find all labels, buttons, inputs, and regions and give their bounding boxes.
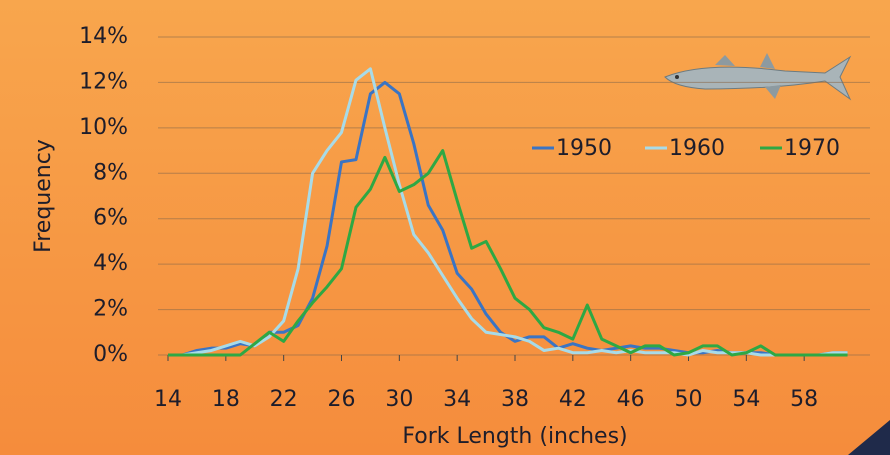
x-tick-label: 22 (270, 387, 298, 412)
y-tick-label: 4% (93, 251, 128, 276)
x-tick-label: 14 (154, 387, 182, 412)
x-tick-label: 18 (212, 387, 240, 412)
corner-decoration (848, 420, 890, 455)
y-tick-label: 6% (93, 206, 128, 231)
y-tick-label: 0% (93, 342, 128, 367)
x-tick-label: 38 (501, 387, 529, 412)
x-tick-label: 26 (328, 387, 356, 412)
x-tick-label: 50 (675, 387, 703, 412)
legend-label: 1960 (669, 136, 725, 161)
x-tick-label: 34 (443, 387, 471, 412)
x-tick-label: 54 (732, 387, 760, 412)
x-tick-label: 58 (790, 387, 818, 412)
y-axis-title: Frequency (31, 139, 56, 253)
x-tick-label: 42 (559, 387, 587, 412)
y-tick-label: 8% (93, 160, 128, 185)
series-line (168, 149, 848, 357)
y-tick-label: 14% (79, 24, 128, 49)
legend-label: 1970 (784, 136, 840, 161)
x-axis-title: Fork Length (inches) (402, 424, 627, 449)
y-tick-label: 10% (79, 115, 128, 140)
y-tick-label: 12% (79, 69, 128, 94)
legend-label: 1950 (556, 136, 612, 161)
y-tick-label: 2% (93, 297, 128, 322)
x-tick-label: 46 (617, 387, 645, 412)
x-tick-label: 30 (385, 387, 413, 412)
series-line (168, 67, 848, 357)
